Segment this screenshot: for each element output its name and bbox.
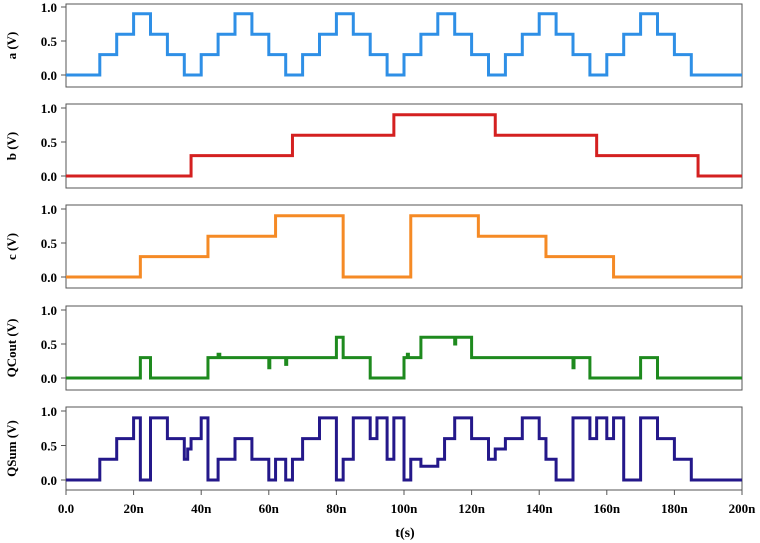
x-tick-label: 60n: [259, 501, 280, 516]
y-tick-label: 1.0: [41, 0, 57, 15]
y-tick-label: 0.0: [41, 270, 57, 285]
panel-frame: [65, 103, 743, 189]
panel-c: 0.0 0.5 1.0 c (V): [4, 202, 743, 289]
panel-b: 0.0 0.5 1.0 b (V): [4, 101, 743, 189]
y-axis-label: a (V): [4, 32, 19, 60]
waveform-b: [66, 113, 742, 178]
y-axis-label: QSum (V): [4, 420, 19, 477]
panels: 0.0 0.5 1.0 a (V) 0.0 0.5 1.0 b (V) 0.0 0.5 1.0 c (…: [4, 0, 743, 491]
y-tick-label: 0.0: [41, 169, 57, 184]
y-tick-label: 0.5: [41, 34, 58, 49]
y-tick-label: 0.5: [41, 135, 58, 150]
y-axis-label: b (V): [4, 132, 19, 161]
y-axis-label: c (V): [4, 233, 19, 260]
waveform-qcout: [66, 335, 742, 380]
x-axis-label: t(s): [395, 526, 415, 541]
y-tick-label: 1.0: [41, 101, 57, 116]
x-tick-label: 80n: [326, 501, 347, 516]
panel-frame: [65, 204, 743, 289]
x-tick-label: 180n: [661, 501, 689, 516]
x-tick-label: 120n: [458, 501, 486, 516]
panel-a: 0.0 0.5 1.0 a (V): [4, 0, 743, 88]
y-tick-label: 0.0: [41, 68, 57, 83]
waveform-qsum: [66, 416, 742, 482]
x-tick-label: 40n: [191, 501, 212, 516]
x-tick-label: 160n: [593, 501, 621, 516]
x-tick-label: 20n: [123, 501, 144, 516]
waveform-c: [66, 214, 742, 279]
x-tick-label: 100n: [391, 501, 419, 516]
y-tick-label: 0.0: [41, 473, 57, 488]
panel-qsum: 0.0 0.5 1.0 QSum (V): [4, 404, 743, 491]
x-tick-label: 0.0: [58, 501, 74, 516]
y-tick-label: 1.0: [41, 202, 57, 217]
y-tick-label: 1.0: [41, 404, 57, 419]
panel-frame: [65, 3, 743, 88]
y-tick-label: 0.5: [41, 236, 58, 251]
x-tick-label: 200n: [729, 501, 757, 516]
x-tick-label: 140n: [526, 501, 554, 516]
y-tick-label: 1.0: [41, 303, 57, 318]
y-tick-label: 0.5: [41, 439, 58, 454]
panel-frame: [65, 305, 743, 391]
waveform-a: [66, 12, 742, 77]
y-tick-label: 0.5: [41, 337, 58, 352]
y-tick-label: 0.0: [41, 371, 57, 386]
panel-qcout: 0.0 0.5 1.0 QCout (V): [4, 303, 743, 391]
x-axis: 0.0 20n 40n 60n 80n 100n 120n 140n 160n 180n 200n: [58, 490, 756, 516]
y-axis-label: QCout (V): [4, 319, 19, 378]
